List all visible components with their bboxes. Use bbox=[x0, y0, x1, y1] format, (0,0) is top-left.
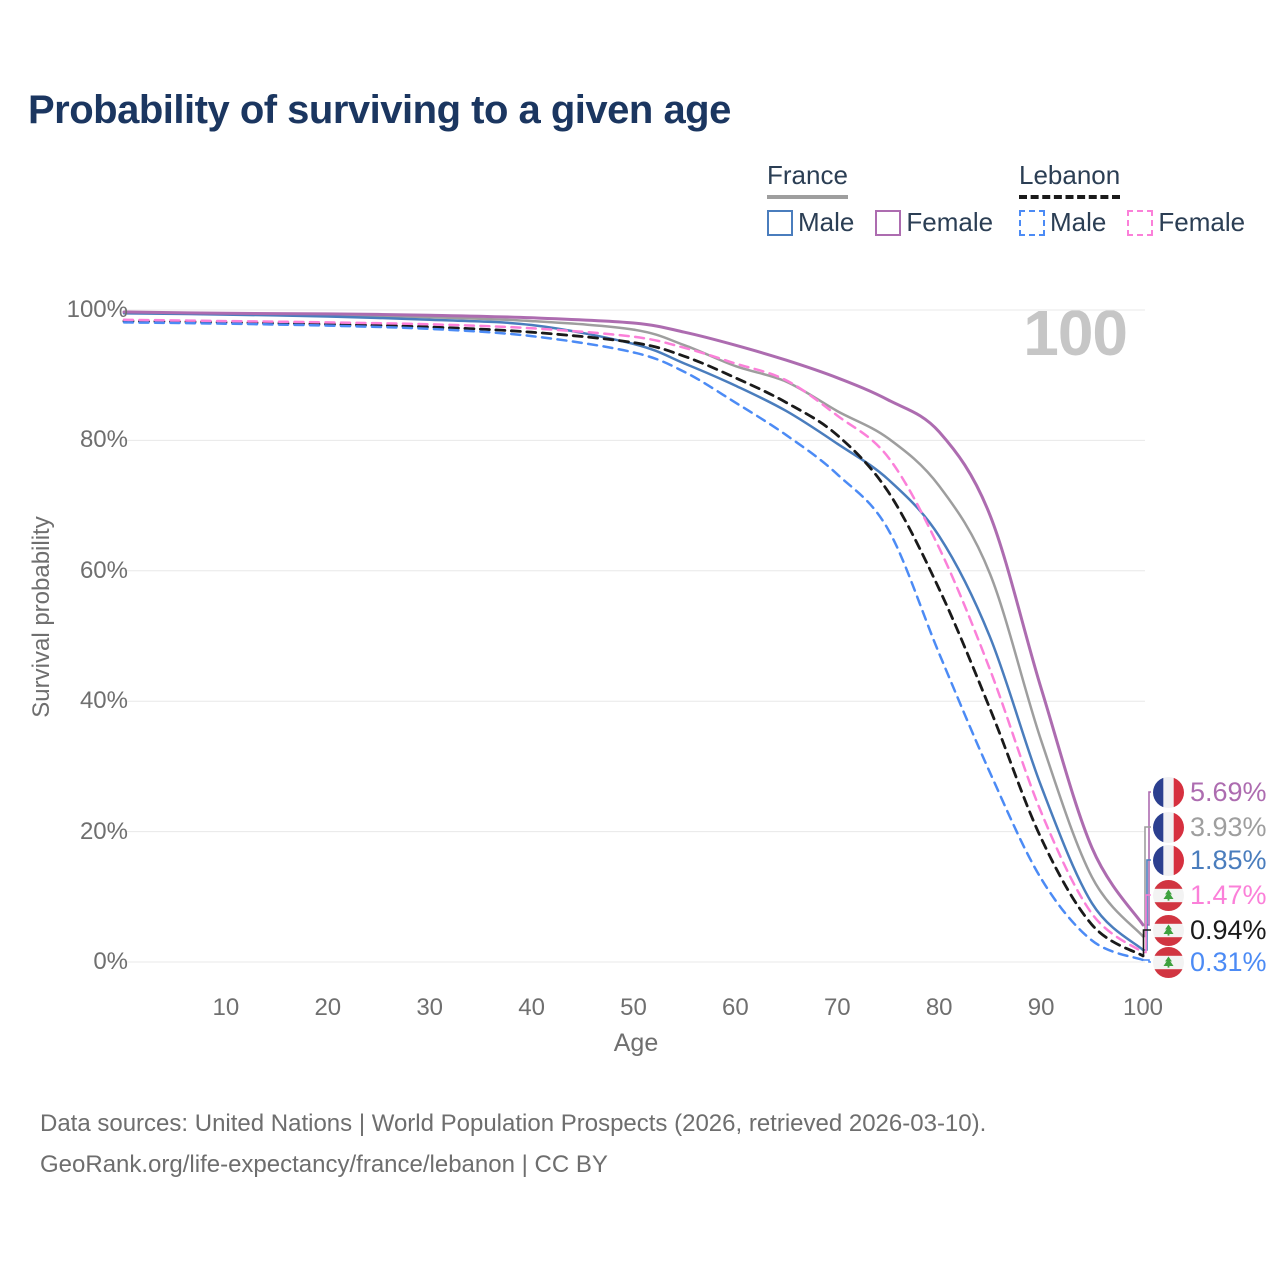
x-tick-label: 70 bbox=[823, 994, 851, 1021]
curve-lebanon-female[interactable] bbox=[122, 318, 1145, 954]
legend-label-lebanon-female[interactable]: Female bbox=[1158, 207, 1246, 237]
y-tick-label: 80% bbox=[79, 426, 128, 454]
france-flag-icon bbox=[1153, 811, 1184, 843]
y-tick-label: 0% bbox=[93, 948, 128, 975]
end-value-label-france-both-sexes: 3.93% bbox=[1190, 812, 1267, 842]
france-flag-icon bbox=[1153, 844, 1184, 876]
y-tick-label: 100% bbox=[66, 296, 128, 323]
end-value-label-lebanon-female: 1.47% bbox=[1190, 880, 1267, 910]
legend-label-france-female[interactable]: Female bbox=[906, 207, 994, 237]
leader-line-france-male bbox=[1143, 859, 1151, 951]
legend-swatch-lebanon-female[interactable] bbox=[1127, 209, 1154, 236]
legend-group-france: France Male Female bbox=[767, 160, 993, 238]
france-flag-icon bbox=[1153, 776, 1184, 808]
leader-line-lebanon-male bbox=[1143, 959, 1151, 963]
legend-label-lebanon-male[interactable]: Male bbox=[1050, 207, 1107, 237]
end-value-label-france-female: 5.69% bbox=[1190, 777, 1267, 807]
x-tick-label: 40 bbox=[518, 994, 545, 1021]
lebanon-flag-icon bbox=[1153, 946, 1184, 978]
y-tick-label: 40% bbox=[79, 687, 128, 715]
x-tick-label: 10 bbox=[212, 994, 240, 1021]
end-value-label-lebanon-both-sexes: 0.94% bbox=[1190, 915, 1267, 945]
legend-swatch-lebanon-male[interactable] bbox=[1019, 209, 1045, 236]
data-sources-text: Data sources: United Nations | World Pop… bbox=[40, 1110, 987, 1137]
leader-line-lebanon-female bbox=[1143, 894, 1151, 954]
lebanon-flag-icon bbox=[1153, 879, 1184, 911]
age-counter-watermark: 100 bbox=[1023, 297, 1128, 369]
curve-lebanon-male[interactable] bbox=[122, 321, 1145, 962]
legend-swatch-france-male[interactable] bbox=[767, 209, 793, 236]
legend-label-france-male[interactable]: Male bbox=[798, 207, 855, 237]
leader-line-lebanon-both-sexes bbox=[1142, 929, 1151, 957]
legend-country-france[interactable]: France bbox=[767, 160, 848, 199]
x-tick-label: 60 bbox=[722, 994, 749, 1021]
x-tick-label: 100 bbox=[1122, 994, 1164, 1021]
y-tick-label: 60% bbox=[79, 556, 128, 584]
curve-france-both-sexes[interactable] bbox=[122, 311, 1145, 938]
end-value-label-lebanon-male: 0.31% bbox=[1190, 947, 1267, 977]
legend-group-lebanon: Lebanon Male Female bbox=[1019, 160, 1245, 238]
attribution-text: GeoRank.org/life-expectancy/france/leban… bbox=[40, 1151, 608, 1178]
page-title: Probability of surviving to a given age bbox=[28, 88, 731, 132]
y-tick-label: 20% bbox=[79, 817, 128, 845]
legend-country-lebanon[interactable]: Lebanon bbox=[1019, 160, 1121, 199]
x-tick-label: 90 bbox=[1027, 994, 1055, 1021]
curve-france-male[interactable] bbox=[122, 312, 1145, 952]
x-axis-title: Age bbox=[613, 1029, 659, 1057]
x-tick-label: 20 bbox=[314, 994, 342, 1021]
x-tick-label: 30 bbox=[416, 994, 444, 1021]
end-value-label-france-male: 1.85% bbox=[1190, 845, 1267, 875]
x-tick-label: 80 bbox=[925, 994, 953, 1021]
legend-swatch-france-female[interactable] bbox=[875, 209, 902, 236]
x-tick-label: 50 bbox=[620, 994, 647, 1021]
lebanon-flag-icon bbox=[1153, 914, 1184, 946]
curve-lebanon-both-sexes[interactable] bbox=[122, 319, 1145, 958]
curve-france-female[interactable] bbox=[122, 310, 1145, 927]
